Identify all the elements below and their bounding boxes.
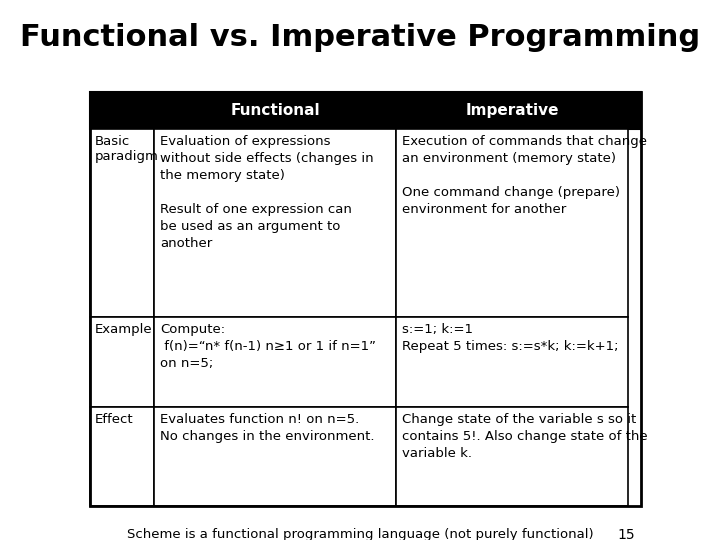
FancyBboxPatch shape [396,129,628,318]
FancyBboxPatch shape [91,318,154,407]
Text: Effect: Effect [95,413,134,426]
Text: Example: Example [95,323,153,336]
Text: Imperative: Imperative [465,103,559,118]
FancyBboxPatch shape [396,318,628,407]
Text: Evaluation of expressions
without side effects (changes in
the memory state)

Re: Evaluation of expressions without side e… [160,135,374,250]
FancyBboxPatch shape [154,129,396,318]
FancyBboxPatch shape [154,407,396,505]
Text: 15: 15 [618,528,636,540]
Text: Functional: Functional [230,103,320,118]
Text: Basic
paradigm: Basic paradigm [95,135,159,163]
FancyBboxPatch shape [91,129,154,318]
Text: Functional vs. Imperative Programming: Functional vs. Imperative Programming [20,23,700,52]
Text: Execution of commands that change
an environment (memory state)

One command cha: Execution of commands that change an env… [402,135,647,216]
FancyBboxPatch shape [154,318,396,407]
Text: s:=1; k:=1
Repeat 5 times: s:=s*k; k:=k+1;: s:=1; k:=1 Repeat 5 times: s:=s*k; k:=k+… [402,323,618,353]
FancyBboxPatch shape [91,407,154,505]
FancyBboxPatch shape [91,92,642,129]
Text: Scheme is a functional programming language (not purely functional): Scheme is a functional programming langu… [127,528,593,540]
Text: Compute:
 f(n)=“n* f(n-1) n≥1 or 1 if n=1”
on n=5;: Compute: f(n)=“n* f(n-1) n≥1 or 1 if n=1… [160,323,376,370]
Text: Change state of the variable s so it
contains 5!. Also change state of the
varia: Change state of the variable s so it con… [402,413,648,460]
Text: Evaluates function n! on n=5.
No changes in the environment.: Evaluates function n! on n=5. No changes… [160,413,374,443]
FancyBboxPatch shape [396,407,628,505]
